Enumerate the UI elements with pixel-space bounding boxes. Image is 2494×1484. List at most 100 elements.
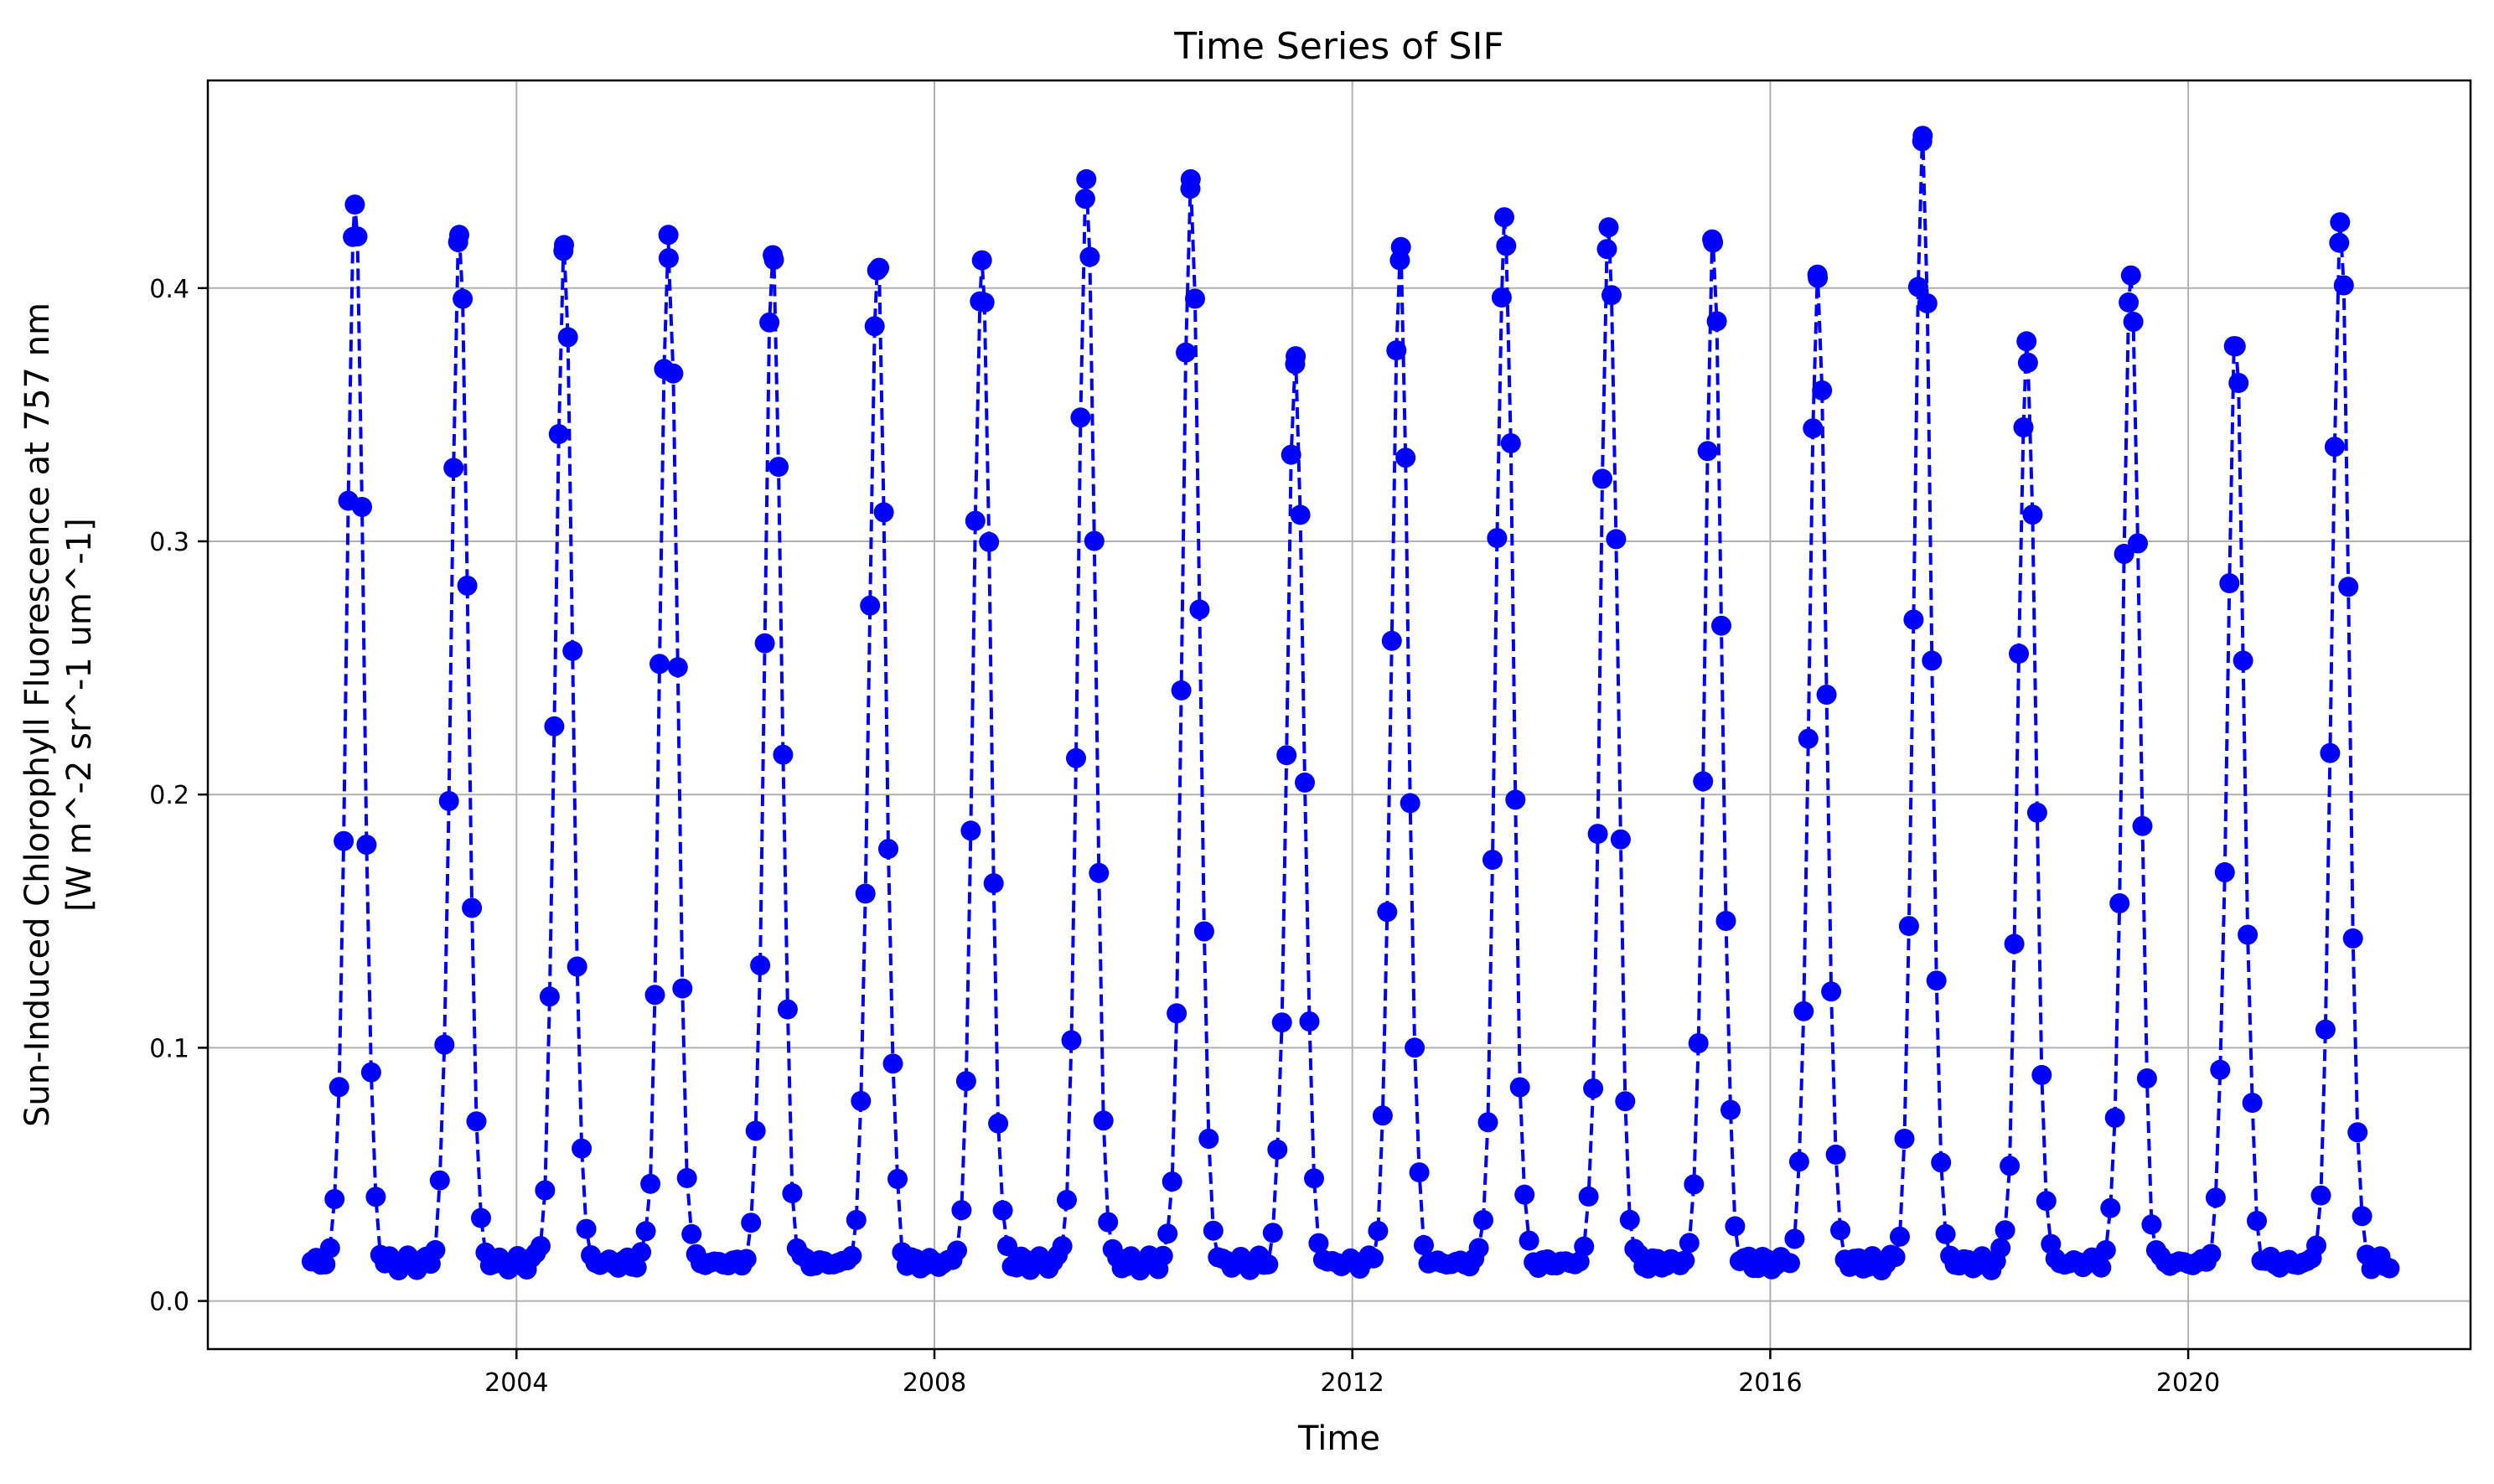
data-point bbox=[1990, 1238, 2011, 1259]
data-point bbox=[2379, 1258, 2400, 1279]
data-point bbox=[1578, 1186, 1599, 1207]
y-tick-label: 0.4 bbox=[149, 275, 189, 304]
data-point bbox=[2013, 417, 2034, 437]
data-point bbox=[2095, 1240, 2116, 1260]
axis-ticks: 2004 2008 2012 2016 2020 0.0 0.1 0.2 0.3 0.4 bbox=[149, 275, 2220, 1398]
data-point bbox=[1487, 528, 1508, 549]
data-series bbox=[301, 126, 2400, 1281]
data-point bbox=[1703, 232, 1724, 253]
data-point bbox=[1509, 1077, 1530, 1098]
data-point bbox=[1203, 1220, 1224, 1241]
data-point bbox=[851, 1090, 872, 1111]
data-point bbox=[1189, 599, 1210, 620]
data-point bbox=[2136, 1068, 2157, 1088]
data-point bbox=[2310, 1185, 2331, 1206]
data-point bbox=[773, 744, 794, 765]
data-point bbox=[443, 458, 464, 478]
data-point bbox=[754, 633, 775, 654]
data-point bbox=[1262, 1223, 1283, 1244]
data-point bbox=[681, 1223, 702, 1244]
data-point bbox=[2109, 893, 2130, 913]
data-point bbox=[882, 1053, 903, 1074]
data-point bbox=[315, 1254, 336, 1275]
data-point bbox=[2016, 331, 2037, 352]
data-point bbox=[763, 250, 784, 270]
data-point bbox=[846, 1209, 867, 1230]
data-point bbox=[462, 897, 483, 918]
data-point bbox=[971, 250, 992, 271]
data-point bbox=[2225, 336, 2246, 357]
data-point bbox=[1171, 680, 1192, 701]
data-point bbox=[1679, 1233, 1700, 1254]
data-point bbox=[955, 1071, 976, 1092]
data-point bbox=[1706, 311, 1727, 332]
data-point bbox=[1688, 1033, 1709, 1053]
data-point bbox=[635, 1221, 656, 1242]
data-point bbox=[2233, 650, 2253, 671]
plot-frame bbox=[206, 79, 2472, 1351]
data-point bbox=[951, 1200, 972, 1221]
data-point bbox=[2342, 928, 2363, 949]
data-point bbox=[1569, 1251, 1590, 1272]
y-axis-label-line2: [W m^-2 sr^-1 um^-1] bbox=[60, 518, 99, 912]
data-point bbox=[1725, 1216, 1746, 1237]
y-axis-label-line1: Sun-Induced Chlorophyll Fluorescence at … bbox=[18, 302, 57, 1127]
data-point bbox=[2141, 1214, 2162, 1235]
data-point bbox=[1825, 1144, 1846, 1165]
data-point bbox=[2100, 1197, 2121, 1218]
data-point bbox=[1363, 1248, 1384, 1269]
y-tick-label: 0.0 bbox=[149, 1288, 189, 1317]
data-point bbox=[1812, 380, 1833, 401]
data-point bbox=[1276, 745, 1297, 766]
data-point bbox=[841, 1245, 862, 1266]
data-point bbox=[1368, 1221, 1389, 1241]
x-axis-label: Time bbox=[1297, 1419, 1380, 1458]
data-point bbox=[1152, 1245, 1173, 1266]
data-point bbox=[471, 1207, 491, 1228]
data-point bbox=[1788, 1151, 1809, 1172]
data-point bbox=[2320, 742, 2341, 763]
data-point bbox=[960, 820, 981, 841]
data-point bbox=[1784, 1228, 1805, 1249]
data-point bbox=[2352, 1206, 2372, 1227]
data-point bbox=[1500, 433, 1521, 453]
data-point bbox=[649, 654, 670, 675]
data-point bbox=[1386, 340, 1407, 361]
data-point bbox=[2022, 504, 2043, 525]
data-point bbox=[1491, 287, 1512, 308]
data-point bbox=[759, 312, 780, 333]
data-point bbox=[1061, 1030, 1082, 1051]
data-point bbox=[1308, 1233, 1329, 1254]
data-point bbox=[873, 502, 894, 523]
data-point bbox=[2347, 1122, 2368, 1143]
data-point bbox=[1720, 1099, 1741, 1120]
data-point bbox=[434, 1034, 455, 1055]
data-point bbox=[672, 978, 693, 999]
x-tick-label: 2012 bbox=[1321, 1368, 1384, 1398]
data-point bbox=[1898, 916, 1919, 937]
data-point bbox=[2123, 312, 2144, 332]
data-point bbox=[453, 288, 473, 309]
data-point bbox=[2009, 644, 2029, 664]
data-point bbox=[1180, 168, 1201, 189]
data-point bbox=[1935, 1223, 1956, 1244]
data-point bbox=[2120, 265, 2141, 286]
data-point bbox=[1157, 1223, 1178, 1244]
data-point bbox=[750, 955, 771, 975]
data-point bbox=[1587, 824, 1608, 845]
data-point bbox=[860, 595, 881, 616]
data-point bbox=[745, 1120, 766, 1141]
data-point bbox=[974, 292, 995, 313]
data-point bbox=[1304, 1168, 1324, 1189]
data-point bbox=[988, 1113, 1009, 1134]
data-point bbox=[965, 510, 986, 531]
data-point bbox=[2242, 1093, 2263, 1114]
data-point bbox=[855, 883, 876, 904]
data-point bbox=[1405, 1037, 1426, 1058]
data-point bbox=[2004, 933, 2025, 954]
data-point bbox=[1693, 771, 1714, 792]
data-point bbox=[777, 999, 798, 1020]
x-tick-label: 2020 bbox=[2156, 1368, 2220, 1398]
data-point bbox=[530, 1236, 551, 1256]
data-point bbox=[1258, 1254, 1279, 1275]
